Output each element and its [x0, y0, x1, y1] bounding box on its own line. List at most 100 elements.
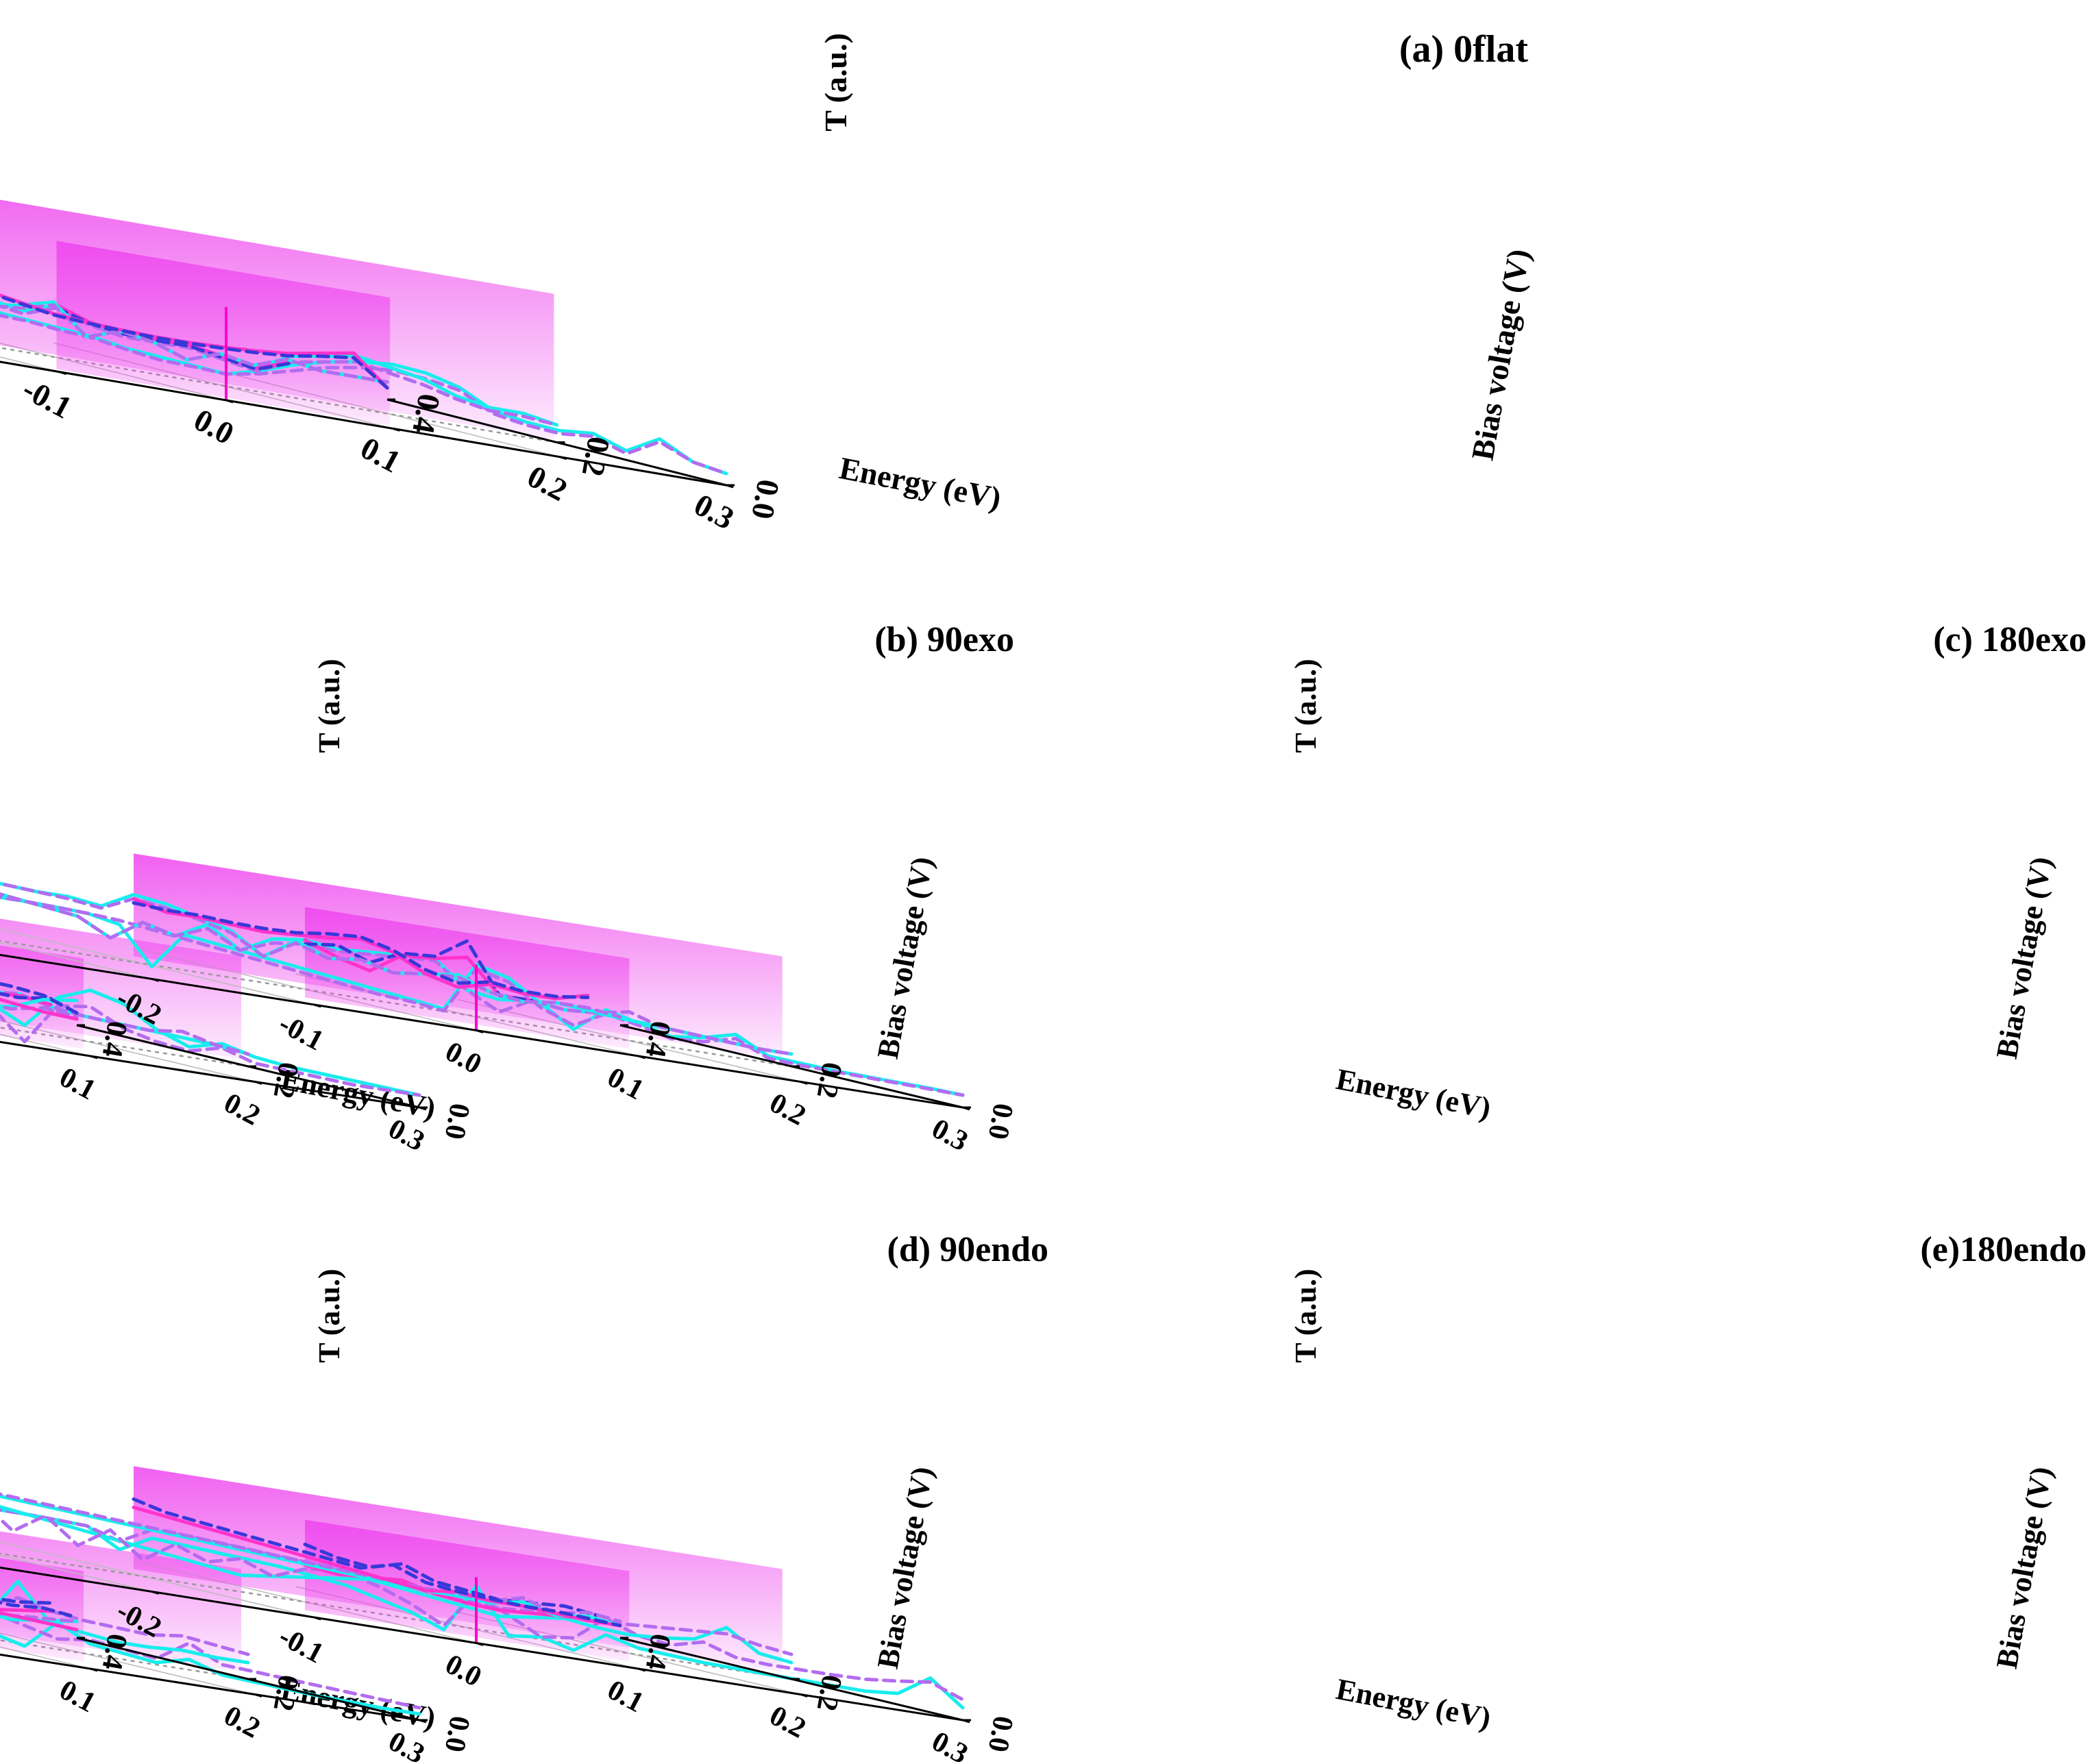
x-tick-label: 0.1: [602, 1674, 649, 1719]
series-line: [0, 988, 421, 1097]
series-line: [0, 1580, 250, 1665]
z-axis-label: T (a.u.): [1289, 1269, 1323, 1362]
series-line: [0, 1514, 794, 1656]
series-line: [0, 1492, 622, 1624]
panel-a: (a) 0flat T (a.u.) Energy (eV) Bias volt…: [0, 28, 1536, 536]
series-line: [0, 1621, 421, 1716]
x-tick: [59, 371, 67, 376]
x-axis-label: Energy (eV): [1333, 1672, 1494, 1735]
x-tick: [151, 1591, 160, 1595]
series-line: [0, 1504, 794, 1665]
x-tick-label: -0.1: [273, 1008, 328, 1057]
z-axis-label: T (a.u.): [312, 659, 346, 752]
panel-title: (a) 0flat: [1399, 28, 1529, 71]
series-line: [0, 1494, 622, 1628]
x-tick: [800, 1081, 808, 1085]
plot-layer: -0.3-0.2-0.10.00.10.20.30.00.20.4012: [0, 853, 1019, 1157]
y-axis-label: Bias voltage (V): [871, 1464, 939, 1671]
x-tick-label: -0.1: [17, 371, 77, 425]
x-tick-label: -0.1: [273, 1621, 328, 1670]
y-tick-label: 0.4: [639, 1018, 676, 1059]
x-tick: [313, 1003, 321, 1008]
x-tick: [638, 1667, 646, 1672]
y-tick-label: 0.2: [267, 1672, 304, 1713]
y-tick-label: 0.0: [982, 1713, 1019, 1754]
x-tick: [151, 978, 160, 982]
x-tick-label: 0.0: [188, 402, 240, 451]
y-tick-label: 0.2: [576, 434, 617, 478]
bias-window: [0, 199, 554, 440]
z-axis-label: T (a.u.): [1289, 659, 1323, 752]
y-axis-label: Bias voltage (V): [1990, 854, 2058, 1061]
y-axis-label: Bias voltage (V): [1465, 246, 1536, 463]
y-tick-label: 0.0: [439, 1713, 476, 1754]
x-tick-label: 0.2: [219, 1700, 265, 1744]
y-axis-label: Bias voltage (V): [1990, 1464, 2058, 1671]
x-tick-label: -0.3: [0, 1569, 4, 1619]
z-axis-label: T (a.u.): [312, 1269, 346, 1362]
x-tick-label: 0.0: [440, 1648, 487, 1693]
x-tick: [90, 1667, 98, 1672]
y-tick-label: 0.4: [96, 1631, 133, 1672]
x-tick: [254, 1693, 262, 1698]
y-tick-label: 0.2: [267, 1059, 304, 1101]
panel-title: (b) 90exo: [874, 620, 1014, 659]
series-line: [0, 881, 622, 1019]
series-line: [0, 1596, 250, 1656]
x-tick: [638, 1055, 646, 1059]
x-tick-label: 0.3: [926, 1726, 973, 1764]
series-line: [132, 1506, 622, 1628]
x-tick: [476, 1029, 484, 1033]
panel-title: (d) 90endo: [887, 1230, 1048, 1269]
grid-line: [0, 1554, 152, 1593]
x-tick: [559, 456, 567, 461]
series-line: [0, 992, 53, 1001]
x-axis-label: Energy (eV): [1333, 1062, 1494, 1125]
x-tick-label: 0.1: [54, 1674, 101, 1719]
series-line: [0, 1608, 53, 1613]
y-tick-label: 0.2: [811, 1059, 848, 1101]
grid-line: [0, 1646, 91, 1669]
x-tick: [476, 1642, 484, 1646]
y-tick-label: 0.0: [982, 1101, 1019, 1142]
y-tick-label: 0.2: [811, 1672, 848, 1713]
x-tick-label: 0.3: [689, 487, 740, 536]
panel-title: (e)180endo: [1920, 1230, 2087, 1269]
grid-line: [0, 356, 60, 373]
y-tick-label: 0.0: [439, 1101, 476, 1142]
x-tick: [800, 1693, 808, 1698]
series-line: [132, 1497, 622, 1628]
series-line: [132, 901, 590, 999]
y-tick-label: 0.4: [96, 1018, 133, 1059]
x-tick-label: -0.3: [0, 957, 4, 1006]
panel-title: (c) 180exo: [1933, 620, 2087, 659]
y-tick-label: 0.0: [745, 477, 786, 522]
grid-line: [0, 1541, 315, 1618]
series-line: [303, 1543, 599, 1617]
grid-line: [0, 942, 152, 980]
x-tick-label: 0.2: [219, 1087, 265, 1131]
x-tick: [254, 1081, 262, 1085]
plot-layer: -0.3-0.2-0.10.00.10.20.30.00.20.4012: [0, 199, 786, 536]
x-tick: [225, 399, 234, 404]
x-tick-label: 0.0: [440, 1036, 487, 1080]
x-tick-label: 0.3: [926, 1113, 973, 1157]
x-tick: [313, 1616, 321, 1621]
x-tick-label: 0.2: [522, 458, 574, 508]
y-tick-label: 0.4: [406, 391, 447, 436]
x-tick-label: 0.2: [764, 1700, 811, 1744]
y-axis-label: Bias voltage (V): [871, 854, 939, 1061]
x-tick: [90, 1055, 98, 1059]
x-tick-label: 0.2: [764, 1087, 811, 1131]
x-axis-label: Energy (eV): [837, 450, 1004, 516]
z-axis-label: T (a.u.): [818, 33, 853, 132]
x-tick-label: 0.1: [355, 430, 406, 480]
x-tick-label: 0.1: [54, 1062, 101, 1106]
x-tick-label: 0.1: [602, 1062, 649, 1106]
series-line: [0, 294, 389, 390]
series-line: [0, 991, 250, 1056]
y-tick-label: 0.4: [639, 1631, 676, 1672]
series-line: [0, 293, 389, 390]
x-tick: [392, 427, 400, 432]
